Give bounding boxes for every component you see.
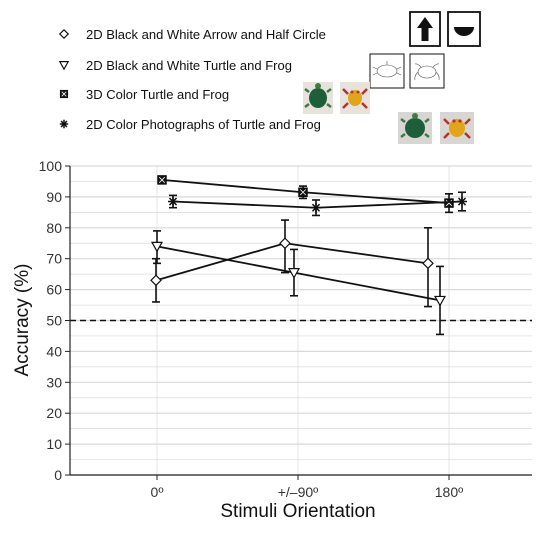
- marker-asterisk-strokes: [59, 119, 69, 129]
- frog-photo-eye: [452, 119, 456, 123]
- turtle-3d-head: [315, 83, 321, 89]
- series-3: [157, 175, 454, 214]
- series-1: [150, 219, 434, 308]
- frog-3d-eye: [356, 90, 360, 94]
- turtle-3d-icon: [303, 82, 333, 114]
- x-tick-label: 0º: [151, 484, 164, 500]
- legend: 2D Black and White Arrow and Half Circle…: [58, 27, 326, 132]
- y-tick-label: 20: [46, 405, 62, 421]
- legend-label: 2D Black and White Turtle and Frog: [86, 58, 292, 73]
- marker-diamond: [150, 274, 162, 287]
- turtle-photo-shell: [405, 118, 425, 138]
- frog-outline-icon: [409, 53, 445, 89]
- turtle-outline-icon: [369, 53, 405, 89]
- marker-square: [59, 89, 69, 99]
- axes: 0 10 20 30 40 50 60 70 80 90 100 0º +/–90º 180º: [39, 158, 532, 500]
- turtle-photo-legs: [400, 118, 430, 138]
- frog-3d-icon: [340, 82, 370, 114]
- frog-outline-legs: [414, 63, 440, 81]
- y-tick-label: 100: [39, 158, 63, 174]
- marker-square-cross: [299, 189, 307, 196]
- half-circle-glyph: [454, 27, 474, 36]
- half-circle-icon: [447, 11, 481, 47]
- marker-triangle: [433, 295, 447, 307]
- frog-3d-eye: [350, 90, 354, 94]
- marker-diamond: [58, 28, 70, 40]
- turtle-photo-icon: [398, 112, 432, 144]
- series-4: [168, 191, 467, 217]
- turtle-outline-box: [369, 53, 405, 89]
- y-tick-label: 0: [54, 467, 62, 483]
- arrow-up-icon: [409, 11, 441, 47]
- marker-triangle: [287, 268, 301, 279]
- frog-photo-eye: [458, 119, 462, 123]
- legend-label: 2D Black and White Arrow and Half Circle: [86, 27, 326, 42]
- x-axis-label: Stimuli Orientation: [220, 501, 375, 522]
- legend-item: 3D Color Turtle and Frog: [59, 87, 229, 102]
- y-tick-label: 60: [46, 282, 62, 298]
- half-circle-box: [447, 11, 481, 47]
- frog-3d-body: [348, 90, 362, 106]
- marker-triangle: [58, 61, 70, 71]
- marker-diamond: [422, 257, 434, 270]
- y-tick-label: 90: [46, 189, 62, 205]
- legend-item: 2D Color Photographs of Turtle and Frog: [59, 117, 321, 132]
- frog-outline-box: [409, 53, 445, 89]
- marker-asterisk-strokes: [311, 202, 321, 213]
- arrow-glyph: [417, 17, 433, 41]
- legend-images: [303, 11, 481, 144]
- marker-asterisk-strokes: [168, 196, 178, 207]
- frog-photo-icon: [440, 112, 474, 144]
- marker-square-cross: [158, 176, 166, 183]
- marker-asterisk: [311, 202, 321, 213]
- marker-asterisk-strokes: [457, 196, 467, 207]
- y-tick-label: 10: [46, 436, 62, 452]
- marker-asterisk: [59, 119, 69, 129]
- marker-triangle: [150, 241, 164, 253]
- turtle-outline-legs: [372, 61, 402, 76]
- frog-photo-body: [449, 119, 465, 137]
- turtle-photo-head: [412, 113, 418, 119]
- legend-label: 3D Color Turtle and Frog: [86, 87, 229, 102]
- marker-square: [298, 187, 308, 198]
- plot-area: 0 10 20 30 40 50 60 70 80 90 100 0º +/–90º 180º: [39, 158, 532, 500]
- marker-square-cross: [61, 91, 67, 97]
- marker-diamond: [279, 237, 291, 250]
- frog-3d-legs: [342, 88, 368, 109]
- marker-asterisk: [457, 196, 467, 207]
- turtle-3d-legs: [304, 88, 332, 108]
- y-axis-label: Accuracy (%): [12, 264, 33, 377]
- turtle-3d-shell: [309, 88, 327, 108]
- marker-square: [157, 175, 167, 185]
- x-tick-label: 180º: [435, 484, 463, 500]
- legend-item: 2D Black and White Turtle and Frog: [58, 58, 292, 73]
- legend-label: 2D Color Photographs of Turtle and Frog: [86, 117, 321, 132]
- y-tick-label: 70: [46, 251, 62, 267]
- series-line: [156, 245, 441, 302]
- y-tick-label: 50: [46, 313, 62, 329]
- x-tick-label: +/–90º: [278, 484, 319, 500]
- frog-photo-legs: [443, 118, 471, 139]
- y-tick-label: 40: [46, 343, 62, 359]
- legend-item: 2D Black and White Arrow and Half Circle: [58, 27, 326, 42]
- y-tick-label: 30: [46, 374, 62, 390]
- series-layer: [150, 175, 467, 336]
- series-2: [150, 230, 447, 336]
- marker-asterisk: [168, 196, 178, 207]
- y-tick-label: 80: [46, 220, 62, 236]
